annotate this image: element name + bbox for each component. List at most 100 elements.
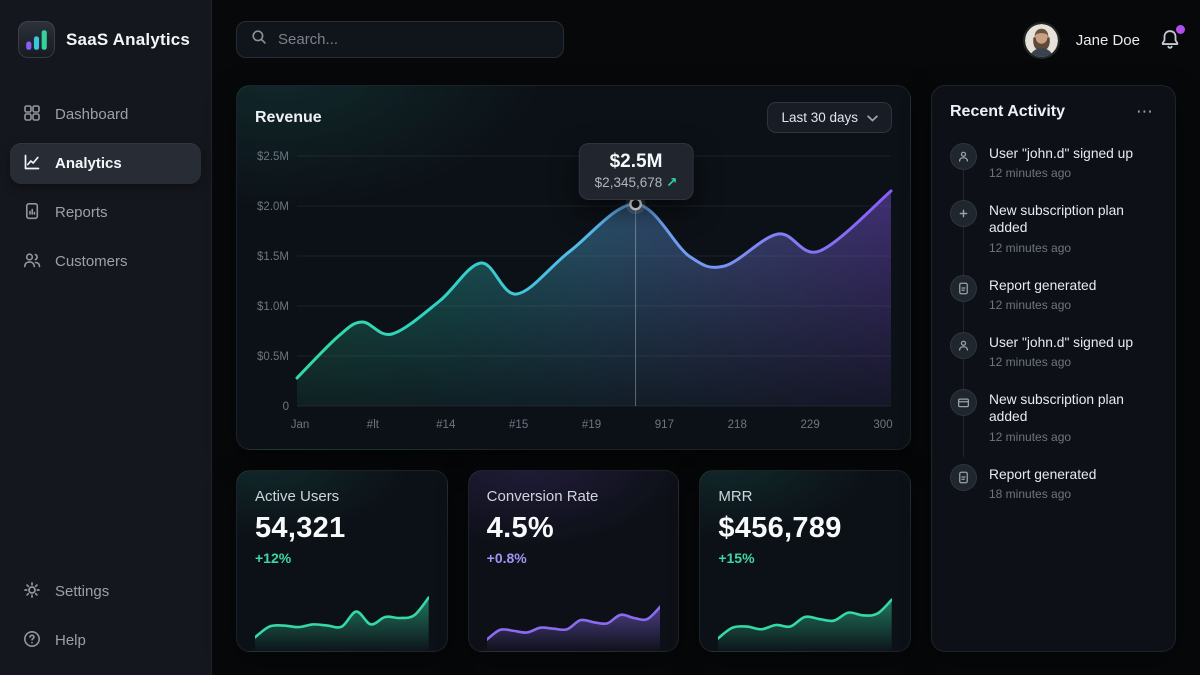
- sidebar-item-label: Reports: [55, 204, 108, 221]
- activity-list: User "john.d" signed up 12 minutes ago Ne…: [950, 143, 1157, 501]
- sidebar-item-dashboard[interactable]: Dashboard: [10, 94, 201, 135]
- chart-tooltip: $2.5M $2,345,678 ↗: [578, 143, 694, 200]
- revenue-header: Revenue Last 30 days: [237, 86, 910, 133]
- activity-item[interactable]: Report generated 12 minutes ago: [950, 274, 1157, 312]
- activity-timestamp: 18 minutes ago: [989, 486, 1072, 501]
- sidebar-item-label: Settings: [55, 583, 110, 600]
- date-range-selector[interactable]: Last 30 days: [767, 102, 892, 133]
- plus-icon: [950, 200, 977, 228]
- activity-item[interactable]: New subscription plan added 12 minutes ag…: [950, 389, 1157, 444]
- user-name: Jane Doe: [1075, 31, 1140, 49]
- conversion-rate-sparkline: [486, 585, 661, 651]
- svg-text:229: 229: [801, 419, 820, 431]
- activity-timestamp: 12 minutes ago: [989, 429, 1072, 444]
- help-icon: [22, 629, 42, 653]
- svg-text:Jan: Jan: [291, 419, 310, 431]
- user-icon: [950, 143, 977, 170]
- svg-text:917: 917: [655, 419, 674, 431]
- stat-title: Conversion Rate: [486, 488, 599, 505]
- activity-item[interactable]: User "john.d" signed up 12 minutes ago: [950, 331, 1157, 370]
- svg-text:#lt: #lt: [367, 419, 380, 431]
- app-logo-row: SaaS Analytics: [0, 0, 211, 58]
- stat-card-mrr: MRR $456,789 +15%: [699, 470, 912, 652]
- settings-icon: [22, 580, 42, 604]
- sidebar-item-customers[interactable]: Customers: [10, 241, 201, 282]
- user-icon: [950, 331, 977, 359]
- stat-value: $456,789: [718, 512, 842, 544]
- analytics-icon: [22, 152, 42, 176]
- activity-timestamp: 12 minutes ago: [989, 355, 1072, 370]
- stat-title: Active Users: [255, 488, 340, 505]
- file-icon: [950, 463, 977, 491]
- activity-timestamp: 12 minutes ago: [989, 240, 1072, 255]
- svg-text:$0.5M: $0.5M: [257, 351, 289, 363]
- activity-timestamp: 12 minutes ago: [989, 166, 1072, 181]
- sidebar-item-analytics[interactable]: Analytics: [10, 143, 201, 184]
- app-logo-icon: [18, 21, 55, 58]
- activity-text: User "john.d" signed up: [989, 334, 1134, 350]
- svg-text:#15: #15: [509, 419, 528, 431]
- date-range-label: Last 30 days: [781, 110, 858, 125]
- mrr-sparkline: [718, 585, 893, 651]
- sidebar-nav: Dashboard Analytics Reports: [0, 94, 211, 282]
- chevron-down-icon: [867, 110, 878, 125]
- sidebar-item-settings[interactable]: Settings: [10, 571, 201, 612]
- trend-up-icon: ↗: [666, 175, 678, 190]
- sidebar-item-label: Analytics: [55, 155, 122, 172]
- sidebar: SaaS Analytics Dashboard Analytics: [0, 0, 212, 675]
- app-title: SaaS Analytics: [66, 29, 191, 49]
- sidebar-footer: Settings Help: [10, 571, 201, 661]
- sidebar-item-label: Help: [55, 632, 86, 649]
- activity-text: Report generated: [989, 277, 1097, 293]
- avatar[interactable]: [1024, 23, 1058, 57]
- stat-title: MRR: [718, 488, 753, 505]
- revenue-title: Revenue: [255, 108, 322, 126]
- activity-title: Recent Activity: [950, 103, 1065, 120]
- dashboard-icon: [22, 103, 42, 127]
- activity-text: New subscription plan added: [989, 392, 1124, 425]
- revenue-card: Revenue Last 30 days $2.5M $2.0M $1.5M $1.0…: [236, 85, 911, 450]
- svg-text:0: 0: [283, 401, 289, 413]
- search-icon: [250, 28, 268, 51]
- stat-delta: +12%: [255, 550, 292, 566]
- active-users-sparkline: [255, 585, 429, 651]
- notifications-button[interactable]: [1158, 25, 1185, 53]
- sidebar-item-reports[interactable]: Reports: [10, 192, 201, 233]
- activity-text: User "john.d" signed up: [989, 146, 1134, 161]
- activity-item[interactable]: New subscription plan added 12 minutes ag…: [950, 200, 1157, 255]
- reports-icon: [22, 201, 42, 225]
- stat-cards-row: Active Users 54,321 +12% Conversion Rate…: [236, 470, 912, 652]
- activity-text: Report generated: [989, 466, 1097, 482]
- svg-text:#19: #19: [582, 419, 601, 431]
- svg-text:$2.5M: $2.5M: [257, 151, 289, 163]
- more-options-icon[interactable]: ⋯: [1136, 102, 1155, 121]
- svg-text:$2.0M: $2.0M: [257, 201, 289, 213]
- stat-value: 4.5%: [486, 512, 554, 544]
- search-input[interactable]: [278, 31, 550, 48]
- search-box[interactable]: [236, 21, 564, 58]
- svg-text:$1.0M: $1.0M: [257, 301, 289, 313]
- activity-item[interactable]: User "john.d" signed up 12 minutes ago: [950, 143, 1157, 180]
- stat-delta: +0.8%: [486, 550, 527, 566]
- activity-item[interactable]: Report generated 18 minutes ago: [950, 463, 1157, 501]
- user-area: Jane Doe: [1024, 20, 1185, 60]
- tooltip-value: $2.5M: [609, 151, 663, 172]
- tooltip-exact-value: $2,345,678 ↗: [594, 175, 678, 190]
- notification-badge: [1176, 25, 1185, 34]
- sidebar-item-label: Customers: [55, 253, 128, 270]
- stat-card-conversion-rate: Conversion Rate 4.5% +0.8%: [467, 470, 680, 652]
- bell-icon: [1161, 30, 1179, 49]
- sidebar-item-help[interactable]: Help: [10, 620, 201, 661]
- stat-value: 54,321: [255, 512, 346, 544]
- svg-text:300: 300: [873, 419, 892, 431]
- credit-card-icon: [950, 389, 977, 417]
- recent-activity-panel: Recent Activity ⋯ User "john.d" signed u…: [931, 85, 1176, 652]
- file-icon: [950, 274, 977, 302]
- stat-delta: +15%: [718, 550, 755, 566]
- svg-text:$1.5M: $1.5M: [257, 251, 289, 263]
- activity-text: New subscription plan added: [989, 203, 1124, 236]
- customers-icon: [22, 250, 42, 274]
- activity-timestamp: 12 minutes ago: [989, 297, 1072, 312]
- svg-text:218: 218: [728, 419, 747, 431]
